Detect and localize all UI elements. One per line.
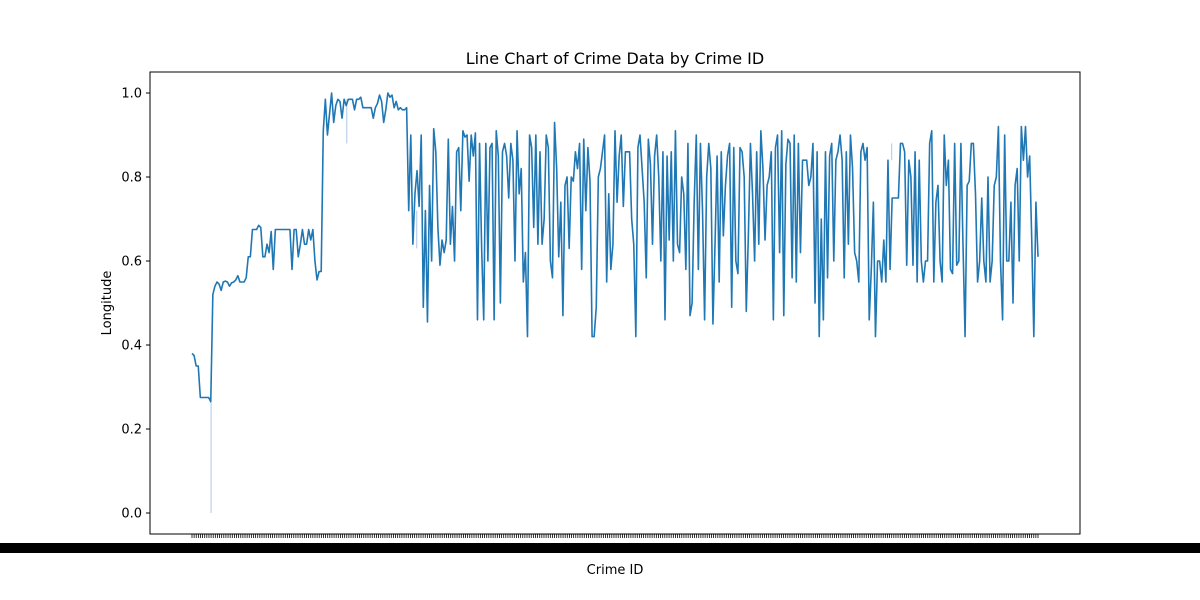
chart-title: Line Chart of Crime Data by Crime ID <box>466 49 764 68</box>
y-axis: 0.0 0.2 0.4 0.6 0.8 1.0 <box>121 87 150 522</box>
x-axis-label: Crime ID <box>587 563 644 578</box>
y-tick-label: 0.2 <box>121 423 142 438</box>
plot-frame <box>149 71 1081 535</box>
y-tick-label: 0.4 <box>121 339 142 354</box>
series-line <box>191 92 1039 403</box>
y-tick-label: 0.6 <box>121 255 142 270</box>
y-axis-label: Longitude <box>100 271 115 336</box>
y-tick-label: 0.0 <box>121 507 142 522</box>
confidence-bands <box>210 99 893 513</box>
y-tick-label: 1.0 <box>121 87 142 102</box>
series-line-layer <box>191 92 1039 403</box>
x-tick-labels-overlap <box>0 543 1200 553</box>
x-axis-ticks <box>191 534 1039 538</box>
y-tick-label: 0.8 <box>121 171 142 186</box>
